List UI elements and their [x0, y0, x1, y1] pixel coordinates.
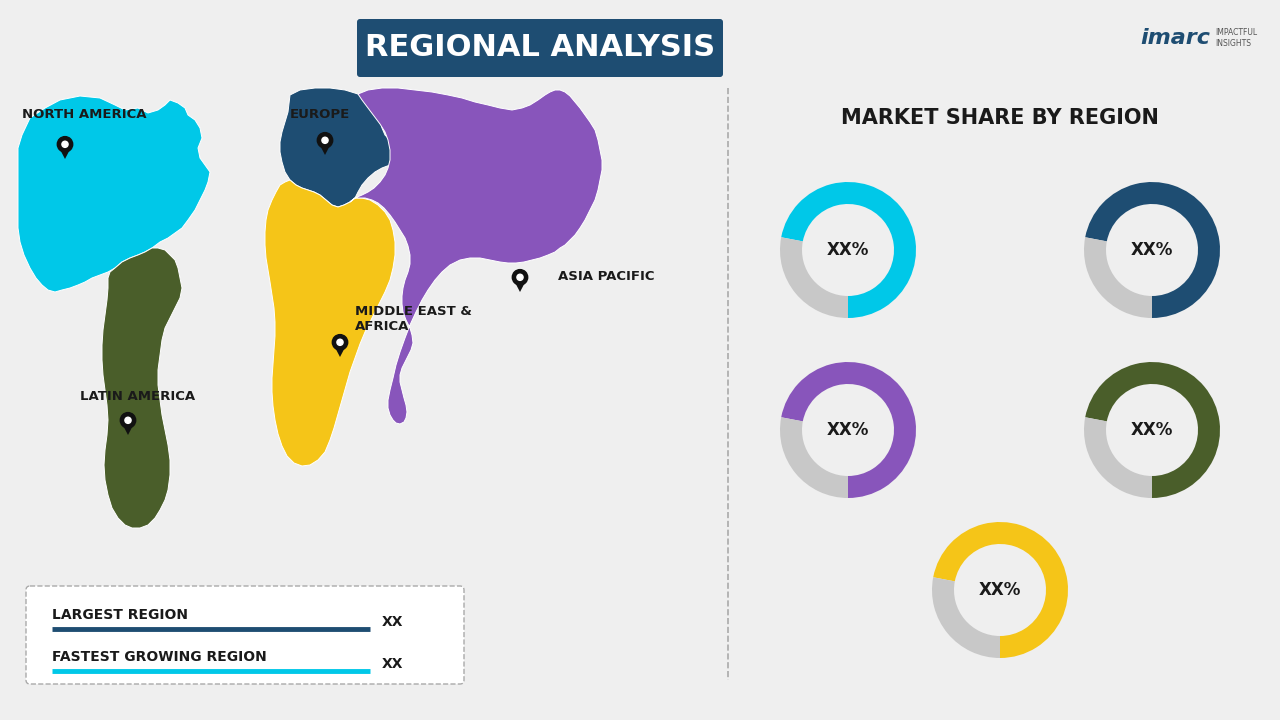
Polygon shape	[317, 140, 333, 155]
Text: EUROPE: EUROPE	[291, 108, 351, 121]
Polygon shape	[120, 420, 136, 435]
Polygon shape	[18, 96, 210, 292]
Polygon shape	[265, 180, 396, 466]
Wedge shape	[781, 362, 916, 498]
Wedge shape	[1085, 182, 1220, 318]
Text: REGIONAL ANALYSIS: REGIONAL ANALYSIS	[365, 34, 716, 63]
Wedge shape	[1084, 238, 1152, 318]
Wedge shape	[1084, 418, 1152, 498]
Circle shape	[517, 274, 524, 280]
Wedge shape	[781, 182, 916, 318]
Circle shape	[323, 138, 328, 143]
FancyBboxPatch shape	[26, 586, 465, 684]
Text: MIDDLE EAST &
AFRICA: MIDDLE EAST & AFRICA	[355, 305, 472, 333]
Circle shape	[120, 413, 136, 428]
Text: IMPACTFUL
INSIGHTS: IMPACTFUL INSIGHTS	[1215, 27, 1257, 48]
Polygon shape	[512, 277, 527, 292]
Text: XX%: XX%	[1130, 421, 1174, 439]
Text: XX: XX	[381, 615, 403, 629]
Text: NORTH AMERICA: NORTH AMERICA	[22, 108, 146, 121]
Text: XX%: XX%	[827, 421, 869, 439]
Text: imarc: imarc	[1140, 28, 1210, 48]
Text: MARKET SHARE BY REGION: MARKET SHARE BY REGION	[841, 108, 1158, 128]
Wedge shape	[933, 522, 1068, 658]
Wedge shape	[1085, 362, 1220, 498]
Polygon shape	[349, 88, 602, 424]
Circle shape	[333, 335, 348, 350]
Text: LARGEST REGION: LARGEST REGION	[52, 608, 188, 622]
Circle shape	[512, 269, 527, 285]
Polygon shape	[280, 88, 398, 207]
Text: FASTEST GROWING REGION: FASTEST GROWING REGION	[52, 650, 266, 664]
Circle shape	[61, 141, 68, 148]
Wedge shape	[780, 238, 849, 318]
Text: XX%: XX%	[1130, 241, 1174, 259]
Polygon shape	[58, 144, 73, 159]
FancyBboxPatch shape	[357, 19, 723, 77]
Circle shape	[337, 339, 343, 346]
Wedge shape	[932, 577, 1000, 658]
Circle shape	[125, 417, 131, 423]
Circle shape	[58, 137, 73, 152]
Text: XX: XX	[381, 657, 403, 671]
Text: XX%: XX%	[979, 581, 1021, 599]
Circle shape	[317, 132, 333, 148]
Polygon shape	[102, 248, 182, 528]
Text: XX%: XX%	[827, 241, 869, 259]
Wedge shape	[780, 418, 849, 498]
Text: LATIN AMERICA: LATIN AMERICA	[79, 390, 195, 403]
Polygon shape	[333, 342, 348, 357]
Text: ASIA PACIFIC: ASIA PACIFIC	[558, 270, 654, 283]
